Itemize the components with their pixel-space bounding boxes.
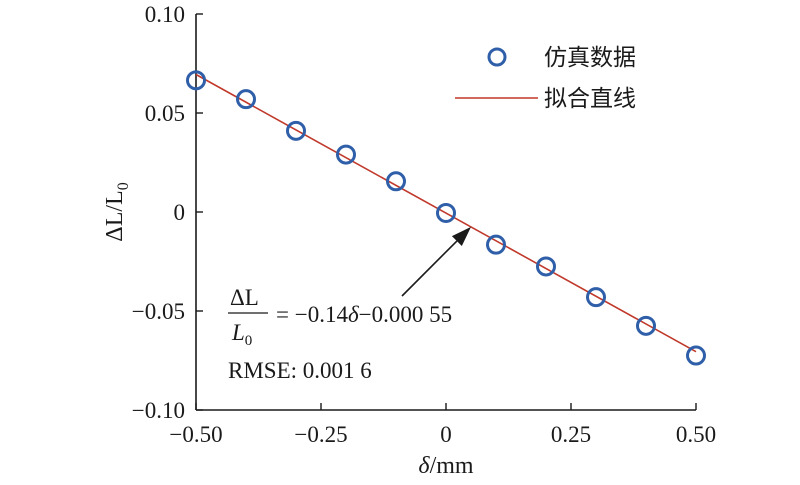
- data-point: [286, 120, 306, 141]
- equation-rhs: = −0.14δ−0.000 55: [276, 302, 452, 327]
- y-tick-label: 0.05: [145, 101, 185, 126]
- plot-frame: [195, 14, 696, 411]
- data-point: [486, 234, 506, 255]
- equation-denominator: L0: [231, 320, 252, 349]
- data-point: [536, 256, 556, 277]
- x-tick-label: −0.50: [169, 422, 222, 447]
- data-point: [386, 171, 406, 192]
- legend-marker-circle: [487, 47, 507, 67]
- arrow-shaft: [401, 240, 458, 297]
- data-point: [336, 144, 356, 165]
- legend: 仿真数据 拟合直线: [455, 45, 636, 112]
- y-axis-title: ΔL/L0: [102, 182, 132, 241]
- fit-line-layer: [195, 73, 697, 353]
- arrow-head: [451, 226, 471, 246]
- y-tick-label: 0: [174, 200, 186, 225]
- x-tick-label: −0.25: [294, 422, 347, 447]
- x-axis-ticks: −0.50 −0.25 0 0.25 0.50: [169, 403, 716, 447]
- annotation-arrow: [401, 226, 471, 297]
- x-axis-title: δ/mm: [418, 453, 473, 479]
- x-tick-label: 0: [440, 422, 452, 447]
- x-tick-label: 0.25: [551, 422, 591, 447]
- y-tick-label: −0.05: [132, 299, 185, 324]
- data-markers-layer: [186, 70, 706, 366]
- y-tick-label: −0.10: [132, 398, 185, 423]
- x-tick-label: 0.50: [676, 422, 716, 447]
- rmse-label: RMSE: 0.001 6: [228, 358, 372, 383]
- equation-numerator: ΔL: [230, 285, 259, 310]
- y-axis-ticks: −0.10 −0.05 0 0.05 0.10: [132, 2, 203, 423]
- data-point: [236, 89, 256, 110]
- y-tick-label: 0.10: [145, 2, 185, 27]
- data-point: [686, 345, 706, 366]
- legend-label-fit: 拟合直线: [544, 86, 636, 112]
- fit-equation: ΔL L0 = −0.14δ−0.000 55: [228, 285, 452, 349]
- data-point: [636, 315, 656, 336]
- data-point: [186, 70, 206, 91]
- data-point: [436, 202, 456, 223]
- data-point: [586, 287, 606, 308]
- legend-label-simulation: 仿真数据: [544, 45, 636, 71]
- fit-line: [195, 73, 697, 353]
